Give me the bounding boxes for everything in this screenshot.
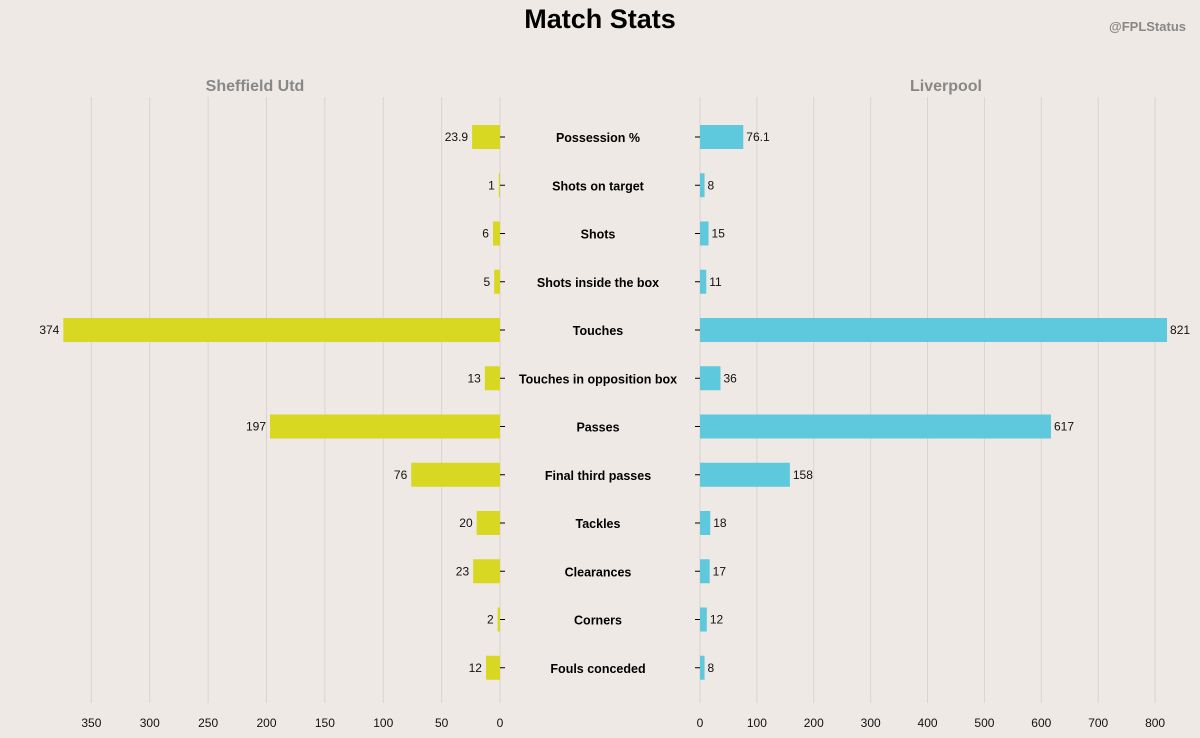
tick-label-right: 200 — [804, 716, 824, 730]
value-label-right: 821 — [1170, 323, 1190, 337]
value-label-right: 8 — [708, 178, 715, 192]
bar-left — [492, 221, 500, 246]
value-label-left: 2 — [487, 613, 494, 627]
tick-label-right: 700 — [1088, 716, 1108, 730]
bar-left — [473, 559, 500, 584]
value-label-left: 197 — [246, 420, 266, 434]
bar-right — [700, 655, 705, 680]
bar-left — [498, 173, 500, 198]
category-label: Touches — [573, 324, 624, 338]
bar-right — [700, 318, 1168, 342]
bar-left — [485, 655, 500, 680]
chart-title: Match Stats — [524, 4, 676, 34]
value-label-right: 76.1 — [746, 130, 770, 144]
value-label-right: 11 — [709, 275, 722, 289]
value-label-right: 36 — [723, 371, 737, 385]
tick-label-right: 400 — [918, 716, 938, 730]
tick-label-right: 800 — [1145, 716, 1165, 730]
tick-label-left: 150 — [315, 716, 335, 730]
value-label-left: 76 — [394, 468, 408, 482]
value-label-left: 12 — [469, 661, 483, 675]
value-label-left: 13 — [467, 371, 481, 385]
bar-left — [270, 414, 500, 439]
tick-label-right: 300 — [861, 716, 881, 730]
category-label: Final third passes — [545, 469, 651, 483]
value-label-right: 8 — [708, 661, 715, 675]
team-label-right: Liverpool — [910, 78, 982, 95]
value-label-right: 617 — [1054, 420, 1074, 434]
category-label: Corners — [574, 614, 622, 628]
category-label: Shots inside the box — [537, 276, 659, 290]
value-label-right: 15 — [712, 227, 726, 241]
tick-label-left: 0 — [497, 716, 504, 730]
category-label: Possession % — [556, 131, 640, 145]
value-label-right: 12 — [710, 613, 724, 627]
bar-right — [700, 559, 710, 584]
bar-right — [700, 366, 721, 391]
team-label-left: Sheffield Utd — [206, 78, 305, 95]
bar-right — [700, 125, 744, 149]
tick-label-left: 250 — [198, 716, 218, 730]
bar-left — [63, 318, 500, 342]
bar-left — [476, 511, 500, 535]
category-label: Passes — [576, 421, 619, 435]
category-label: Clearances — [565, 565, 632, 579]
value-label-right: 158 — [793, 468, 813, 482]
tick-label-right: 500 — [974, 716, 994, 730]
value-label-right: 17 — [713, 564, 727, 578]
value-label-left: 20 — [459, 516, 473, 530]
bar-left — [494, 269, 500, 294]
bar-left — [472, 125, 500, 149]
value-label-left: 374 — [39, 323, 59, 337]
tick-label-left: 300 — [140, 716, 160, 730]
twitter-handle: @FPLStatus — [1109, 19, 1186, 34]
bar-right — [700, 414, 1051, 439]
category-label: Shots — [581, 228, 616, 242]
category-label: Touches in opposition box — [519, 372, 677, 386]
category-label: Shots on target — [552, 179, 645, 193]
tick-label-left: 50 — [435, 716, 449, 730]
value-label-right: 18 — [713, 516, 727, 530]
bar-right — [700, 607, 707, 632]
bar-left — [497, 607, 500, 632]
bar-left — [484, 366, 500, 391]
tick-label-right: 100 — [747, 716, 767, 730]
tick-label-right: 600 — [1031, 716, 1051, 730]
tick-label-right: 0 — [697, 716, 704, 730]
bar-right — [700, 221, 709, 246]
tick-label-left: 200 — [256, 716, 276, 730]
value-label-left: 23 — [456, 564, 470, 578]
tick-label-left: 350 — [81, 716, 101, 730]
category-label: Tackles — [576, 517, 621, 531]
value-label-left: 23.9 — [445, 130, 469, 144]
bar-right — [700, 173, 705, 198]
value-label-left: 5 — [483, 275, 490, 289]
bar-right — [700, 269, 707, 294]
bar-left — [411, 462, 500, 487]
bar-right — [700, 462, 790, 487]
tick-label-left: 100 — [373, 716, 393, 730]
category-label: Fouls conceded — [550, 662, 645, 676]
bar-right — [700, 511, 711, 535]
value-label-left: 1 — [488, 178, 495, 192]
value-label-left: 6 — [482, 227, 489, 241]
